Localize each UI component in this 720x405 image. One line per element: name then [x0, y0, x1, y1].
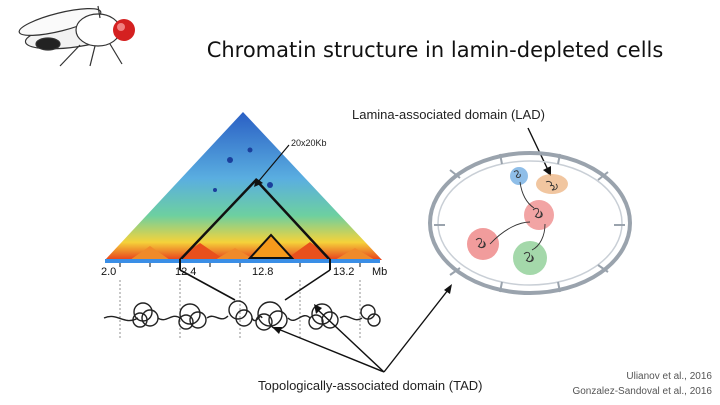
lad-label: Lamina-associated domain (LAD)	[352, 107, 545, 122]
axis-tick-label: 13.2	[333, 266, 355, 278]
citation: Gonzalez-Sandoval et al., 2016	[572, 386, 712, 397]
nucleus	[428, 151, 632, 295]
tad-label: Topologically-associated domain (TAD)	[258, 378, 483, 393]
page-title: Chromatin structure in lamin-depleted ce…	[206, 38, 664, 62]
citation: Ulianov et al., 2016	[626, 371, 712, 382]
hic-heatmap	[105, 112, 382, 260]
axis-tick-label: 12.4	[175, 266, 197, 278]
axis-tick-label: 2.0	[101, 266, 117, 278]
resolution-label: 20x20Kb	[291, 138, 327, 148]
chromatin-fiber	[103, 300, 381, 331]
axis-tick-label: 12.8	[252, 266, 274, 278]
axis-unit-label: Mb	[372, 266, 388, 278]
genome-axis	[105, 259, 380, 263]
tad-highlight	[247, 233, 295, 259]
